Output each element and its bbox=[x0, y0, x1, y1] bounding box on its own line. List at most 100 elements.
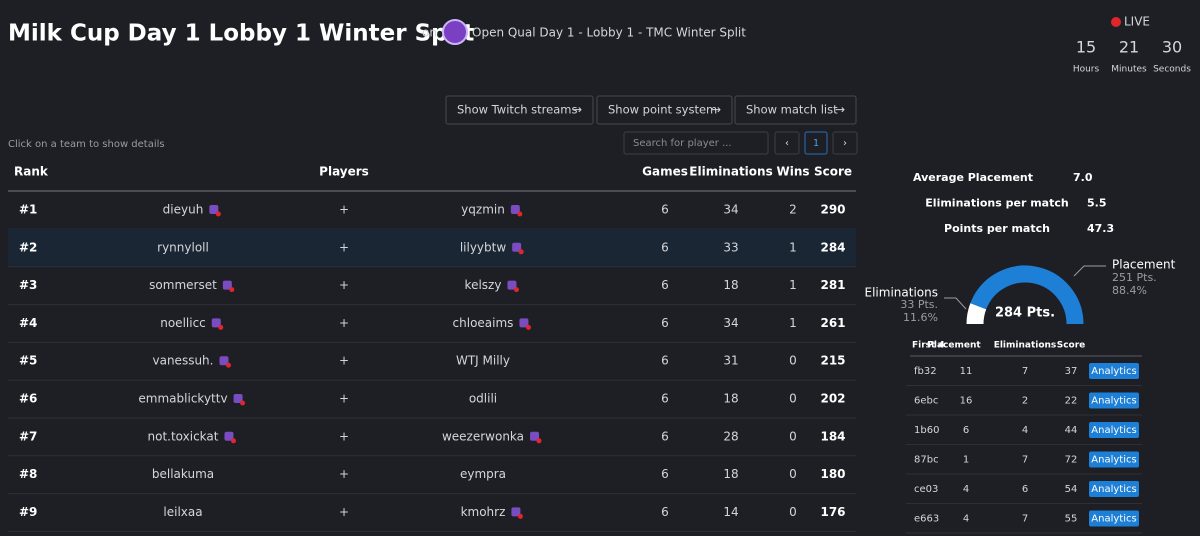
event-logo bbox=[442, 19, 468, 45]
games: 6 bbox=[661, 203, 669, 217]
live-indicator bbox=[218, 324, 224, 330]
player-name: yqzmin bbox=[461, 203, 505, 217]
player-name: vanessuh. bbox=[153, 354, 214, 368]
player-name: WTJ Milly bbox=[456, 354, 510, 368]
player-name: chloeaims bbox=[453, 316, 514, 330]
separator: + bbox=[339, 429, 349, 443]
countdown-value: 21 bbox=[1119, 38, 1139, 57]
player-name: kmohrz bbox=[461, 505, 506, 519]
title: Milk Cup Day 1 Lobby 1 Winter Split bbox=[8, 21, 474, 47]
games: 6 bbox=[661, 240, 669, 254]
match-score: 44 bbox=[1065, 425, 1078, 436]
search-placeholder: Search for player ... bbox=[633, 138, 732, 149]
player-name: rynnyloll bbox=[157, 240, 209, 254]
match-placement: 4 bbox=[963, 514, 969, 525]
eliminations: 34 bbox=[723, 316, 738, 330]
score: 290 bbox=[820, 203, 845, 217]
player-name: noellicc bbox=[160, 316, 206, 330]
prev-page[interactable] bbox=[774, 131, 800, 155]
separator: + bbox=[339, 203, 349, 217]
page-button[interactable] bbox=[804, 131, 828, 155]
twitch-icon bbox=[224, 431, 234, 441]
gauge-percent: 88.4% bbox=[1112, 284, 1147, 297]
match-id: fb32 bbox=[914, 366, 937, 377]
analytics-button[interactable] bbox=[1089, 422, 1139, 438]
analytics-button[interactable] bbox=[1089, 481, 1139, 497]
gauge-total: 284 Pts. bbox=[995, 306, 1055, 321]
column-header: Games bbox=[642, 165, 688, 179]
eliminations: 28 bbox=[723, 429, 738, 443]
wins: 2 bbox=[789, 203, 797, 217]
toolbar-button-label: Show Twitch streams bbox=[457, 103, 577, 117]
match-placement: 16 bbox=[960, 396, 973, 407]
twitch-icon bbox=[222, 280, 232, 290]
match-column: Eliminations bbox=[994, 341, 1057, 351]
rank: #1 bbox=[19, 203, 37, 217]
match-eliminations: 7 bbox=[1022, 455, 1028, 466]
leader-line bbox=[1073, 265, 1106, 277]
player-name: sommerset bbox=[149, 278, 217, 292]
rank: #4 bbox=[19, 316, 37, 330]
games: 6 bbox=[661, 316, 669, 330]
eliminations: 18 bbox=[723, 467, 738, 481]
live-indicator bbox=[229, 287, 235, 293]
next-page[interactable] bbox=[832, 131, 858, 155]
twitch-icon bbox=[512, 242, 522, 252]
search-box[interactable] bbox=[623, 131, 769, 155]
hint: Click on a team to show details bbox=[8, 139, 165, 150]
games: 6 bbox=[661, 354, 669, 368]
leader-line bbox=[944, 297, 967, 310]
match-id: e663 bbox=[914, 514, 939, 525]
rank: #7 bbox=[19, 429, 37, 443]
countdown-value: 15 bbox=[1076, 38, 1096, 57]
score: 261 bbox=[820, 316, 845, 330]
live-indicator bbox=[240, 400, 246, 406]
twitch-icon bbox=[233, 394, 243, 403]
match-score: 72 bbox=[1065, 455, 1078, 466]
toolbar-button[interactable] bbox=[734, 95, 857, 125]
analytics-label: Analytics bbox=[1091, 366, 1136, 377]
games: 6 bbox=[661, 467, 669, 481]
analytics-button[interactable] bbox=[1089, 510, 1139, 527]
live-indicator bbox=[230, 438, 236, 444]
countdown-unit: Seconds bbox=[1153, 65, 1191, 75]
games: 6 bbox=[661, 392, 669, 406]
next-arrow: › bbox=[843, 138, 847, 149]
analytics-button[interactable] bbox=[1089, 363, 1139, 379]
analytics-button[interactable] bbox=[1089, 392, 1139, 409]
wins: 1 bbox=[789, 316, 797, 330]
gauge-points: 33 Pts. bbox=[900, 298, 938, 311]
gauge-label: Eliminations bbox=[865, 286, 938, 300]
stat-value: 47.3 bbox=[1087, 222, 1114, 235]
live-label: LIVE bbox=[1124, 15, 1150, 29]
match-column: Placement bbox=[927, 341, 981, 351]
arrow-icon: → bbox=[572, 103, 582, 117]
match-placement: 4 bbox=[963, 484, 969, 495]
analytics-label: Analytics bbox=[1091, 514, 1136, 525]
match-score: 37 bbox=[1065, 366, 1078, 377]
live-indicator bbox=[215, 211, 221, 217]
match-placement: 1 bbox=[963, 455, 969, 466]
toolbar-button[interactable] bbox=[596, 95, 733, 125]
match-score: 22 bbox=[1065, 396, 1078, 407]
column-header: Players bbox=[319, 165, 369, 179]
analytics-button[interactable] bbox=[1089, 451, 1139, 468]
highlighted-row[interactable] bbox=[8, 228, 856, 267]
stat-label: Average Placement bbox=[913, 171, 1033, 184]
separator: + bbox=[339, 392, 349, 406]
games: 6 bbox=[661, 429, 669, 443]
match-id: ce03 bbox=[914, 484, 938, 495]
match-eliminations: 7 bbox=[1022, 514, 1028, 525]
column-header: Wins bbox=[776, 165, 809, 179]
rank: #6 bbox=[19, 392, 37, 406]
rank: #9 bbox=[19, 505, 37, 519]
toolbar-button[interactable] bbox=[445, 95, 594, 125]
twitch-icon bbox=[211, 318, 221, 328]
match-eliminations: 6 bbox=[1022, 484, 1028, 495]
rank: #3 bbox=[19, 278, 37, 292]
separator: + bbox=[339, 240, 349, 254]
rank: #5 bbox=[19, 354, 37, 368]
analytics-label: Analytics bbox=[1091, 425, 1136, 436]
countdown-value: 30 bbox=[1162, 38, 1182, 57]
